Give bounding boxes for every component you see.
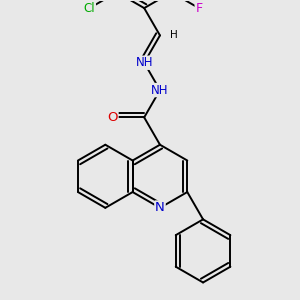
Text: Cl: Cl	[84, 2, 95, 15]
Text: N: N	[155, 201, 165, 214]
Text: O: O	[107, 111, 118, 124]
Text: F: F	[195, 2, 203, 15]
Text: NH: NH	[151, 84, 169, 97]
Text: N: N	[155, 201, 165, 214]
Text: NH: NH	[135, 56, 153, 69]
Text: H: H	[170, 30, 178, 40]
